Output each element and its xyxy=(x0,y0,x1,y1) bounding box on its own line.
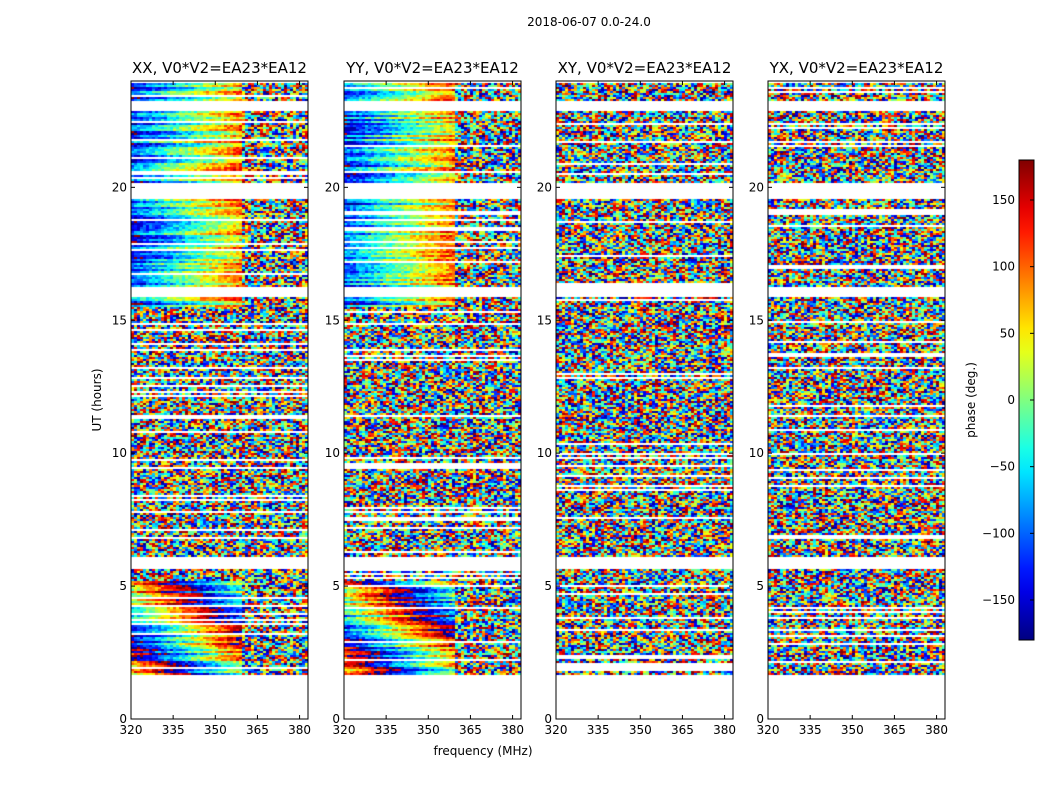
y-tick-label: 20 xyxy=(325,180,340,194)
y-tick-label: 20 xyxy=(537,180,552,194)
heatmap-image xyxy=(556,81,733,719)
colorbar-tick-label: −150 xyxy=(982,593,1015,607)
x-axis-label: frequency (MHz) xyxy=(433,744,532,758)
y-tick-label: 0 xyxy=(756,712,764,726)
x-tick-label: 320 xyxy=(333,723,356,737)
y-tick-label: 0 xyxy=(119,712,127,726)
colorbar-tick-label: 0 xyxy=(1007,393,1015,407)
x-tick-label: 335 xyxy=(375,723,398,737)
y-tick-label: 0 xyxy=(332,712,340,726)
x-tick-label: 365 xyxy=(883,723,906,737)
colorbar-tick-label: −100 xyxy=(982,526,1015,540)
y-tick-label: 10 xyxy=(112,446,127,460)
panel-title: XY, V0*V2=EA23*EA12 xyxy=(558,59,732,77)
plot-frame xyxy=(343,80,522,720)
heatmap-image xyxy=(131,81,308,719)
y-tick-label: 20 xyxy=(749,180,764,194)
panel-yy: YY, V0*V2=EA23*EA12 320 335 350 365 380 0 5 10 15… xyxy=(325,59,524,737)
heatmap-image xyxy=(768,81,945,719)
y-tick-label: 15 xyxy=(112,313,127,327)
y-tick-label: 5 xyxy=(756,579,764,593)
plot-frame xyxy=(767,80,946,720)
panel-xy: XY, V0*V2=EA23*EA12 320 335 350 365 380 0 5 10 15… xyxy=(537,59,736,737)
x-tick-label: 320 xyxy=(120,723,143,737)
y-tick-label: 5 xyxy=(332,579,340,593)
y-tick-label: 15 xyxy=(325,313,340,327)
x-tick-label: 365 xyxy=(459,723,482,737)
colorbar-label: phase (deg.) xyxy=(964,362,978,438)
plot-frame xyxy=(130,80,309,720)
figure-suptitle: 2018-06-07 0.0-24.0 xyxy=(527,15,651,29)
y-tick-label: 10 xyxy=(537,446,552,460)
y-axis-label: UT (hours) xyxy=(90,368,104,431)
x-tick-label: 320 xyxy=(545,723,568,737)
panel-title: YX, V0*V2=EA23*EA12 xyxy=(769,59,944,77)
panel-xx: XX, V0*V2=EA23*EA12 320 335 350 365 380 0 5 10 15… xyxy=(112,59,311,737)
panel-title: XX, V0*V2=EA23*EA12 xyxy=(132,59,307,77)
x-tick-label: 335 xyxy=(162,723,185,737)
panel-title: YY, V0*V2=EA23*EA12 xyxy=(345,59,519,77)
x-tick-label: 350 xyxy=(417,723,440,737)
plot-frame xyxy=(555,80,734,720)
colorbar-tick-label: 50 xyxy=(1000,326,1015,340)
x-tick-label: 365 xyxy=(246,723,269,737)
x-tick-label: 380 xyxy=(288,723,311,737)
x-tick-label: 335 xyxy=(799,723,822,737)
panel-yx: YX, V0*V2=EA23*EA12 320 335 350 365 380 0 5 10 15… xyxy=(749,59,948,737)
y-tick-label: 15 xyxy=(749,313,764,327)
y-tick-label: 0 xyxy=(544,712,552,726)
y-tick-label: 5 xyxy=(119,579,127,593)
x-tick-label: 320 xyxy=(757,723,780,737)
y-tick-label: 20 xyxy=(112,180,127,194)
y-tick-label: 5 xyxy=(544,579,552,593)
y-tick-label: 10 xyxy=(325,446,340,460)
x-tick-label: 380 xyxy=(501,723,524,737)
x-tick-label: 335 xyxy=(587,723,610,737)
y-tick-label: 15 xyxy=(537,313,552,327)
x-tick-label: 365 xyxy=(671,723,694,737)
colorbar: 150 100 50 0 −50 −100 −150 xyxy=(982,159,1035,641)
y-tick-label: 10 xyxy=(749,446,764,460)
heatmap-image xyxy=(344,81,521,719)
colorbar-tick-label: 100 xyxy=(992,260,1015,274)
x-tick-label: 380 xyxy=(925,723,948,737)
colorbar-tick-label: 150 xyxy=(992,193,1015,207)
x-tick-label: 380 xyxy=(713,723,736,737)
x-tick-label: 350 xyxy=(204,723,227,737)
x-tick-label: 350 xyxy=(629,723,652,737)
colorbar-tick-label: −50 xyxy=(990,460,1015,474)
x-tick-label: 350 xyxy=(841,723,864,737)
panels-group: XX, V0*V2=EA23*EA12 320 335 350 365 380 0 5 10 15… xyxy=(112,59,948,737)
